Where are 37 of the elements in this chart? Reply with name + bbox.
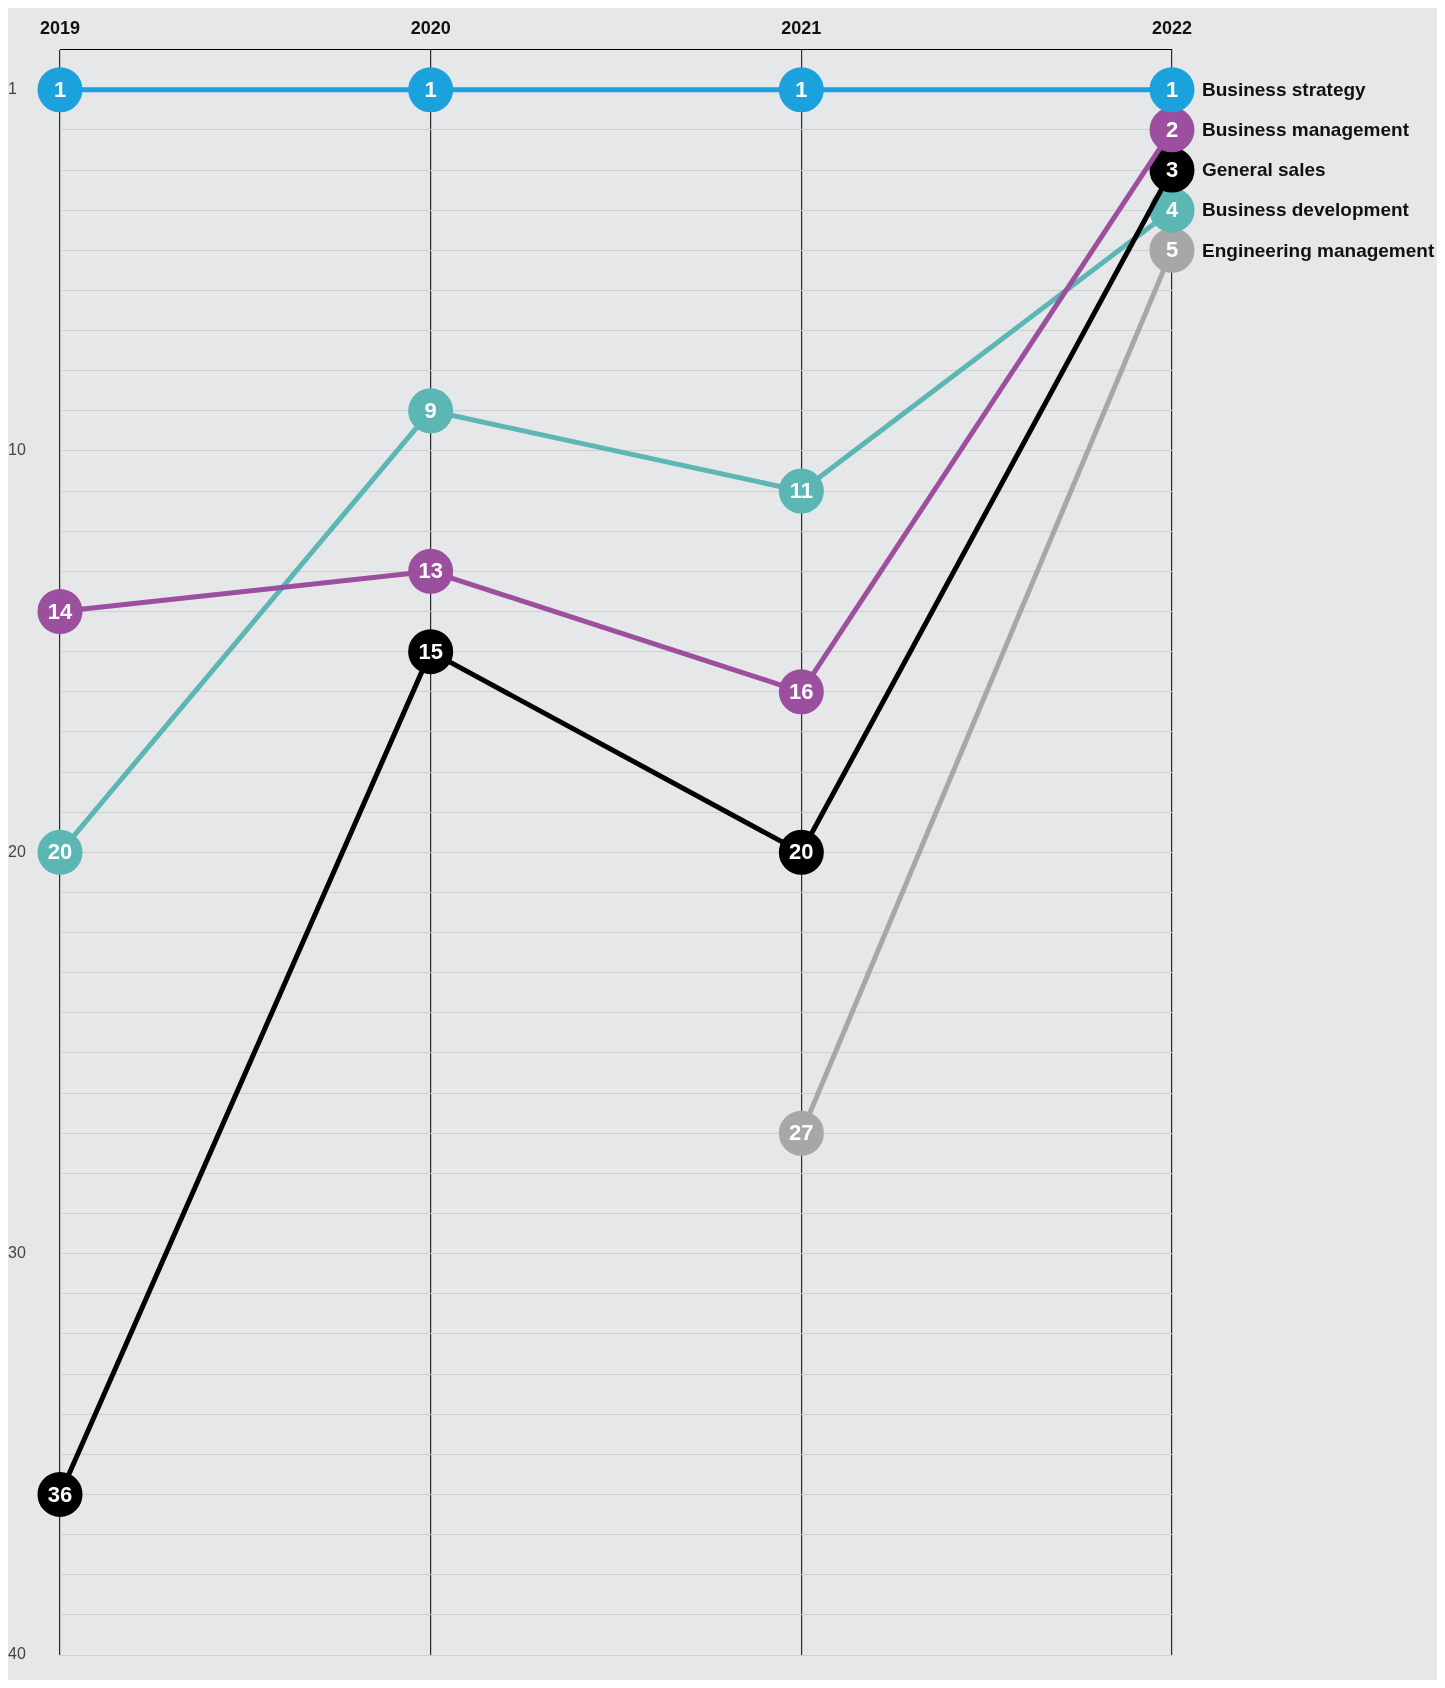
data-label: 1: [795, 76, 808, 102]
data-label: 1: [424, 76, 437, 102]
data-label: 11: [789, 478, 813, 504]
series-label: Business development: [1202, 199, 1410, 221]
point: [408, 388, 454, 434]
x-tick-label: 2022: [1151, 17, 1193, 38]
y-tick-label: 40: [8, 1645, 26, 1663]
data-label: 3: [1165, 157, 1179, 183]
y-tick-label: 30: [8, 1244, 26, 1262]
series-label: Business management: [1202, 119, 1410, 141]
y-tick-label: 20: [8, 842, 26, 860]
data-label: 4: [1165, 197, 1179, 223]
point: [1149, 67, 1195, 113]
x-tick-label: 2020: [410, 17, 451, 38]
point: [408, 67, 454, 113]
series-label: Business strategy: [1202, 78, 1367, 100]
data-label: 1: [1165, 76, 1179, 102]
data-label: 9: [424, 397, 437, 423]
data-label: 20: [47, 839, 73, 865]
y-tick-label: 10: [8, 441, 26, 459]
point: [37, 67, 83, 113]
data-label: 15: [418, 638, 443, 664]
data-label: 20: [789, 839, 814, 865]
data-label: 27: [789, 1120, 814, 1146]
data-label: 14: [47, 598, 73, 624]
x-tick-label: 2021: [781, 17, 822, 38]
data-label: 2: [1165, 116, 1179, 142]
y-tick-label: 1: [8, 80, 17, 98]
point: [778, 67, 824, 113]
series-label: Engineering management: [1202, 239, 1435, 261]
data-label: 1: [53, 76, 67, 102]
data-label: 5: [1165, 237, 1179, 263]
data-label: 13: [418, 558, 443, 584]
x-tick-label: 2019: [39, 17, 81, 38]
data-label: 36: [47, 1481, 73, 1507]
data-label: 16: [789, 678, 814, 704]
series-label: General sales: [1202, 159, 1326, 181]
